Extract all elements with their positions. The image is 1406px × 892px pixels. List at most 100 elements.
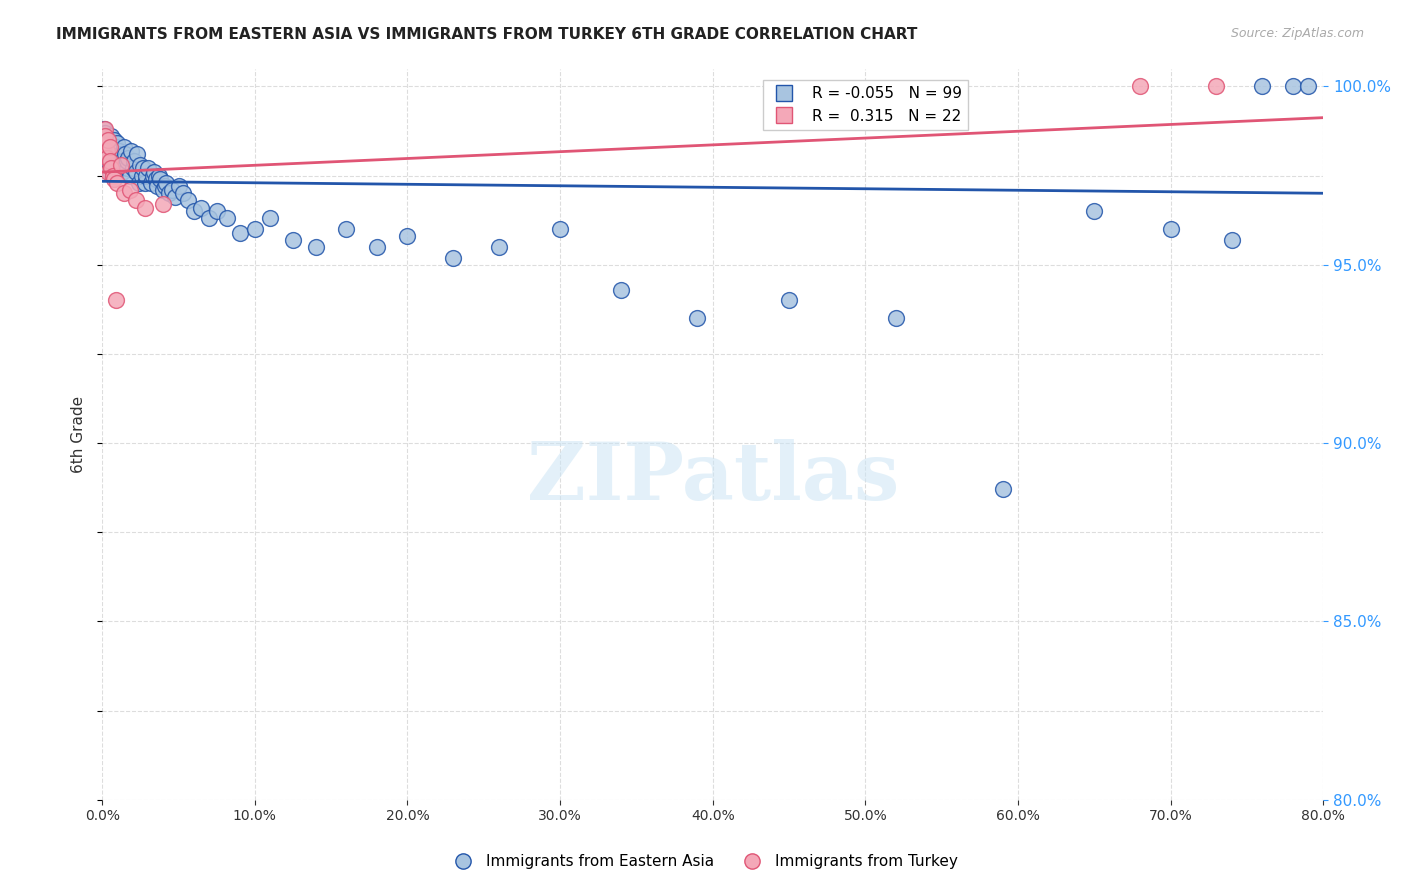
Immigrants from Eastern Asia xyxy=(101,165,124,179)
Immigrants from Eastern Asia xyxy=(93,122,115,136)
Immigrants from Eastern Asia xyxy=(259,211,281,226)
Immigrants from Eastern Asia xyxy=(145,172,167,186)
Immigrants from Turkey xyxy=(134,201,156,215)
Immigrants from Eastern Asia xyxy=(97,154,120,169)
Immigrants from Eastern Asia xyxy=(143,165,166,179)
Immigrants from Eastern Asia xyxy=(127,147,149,161)
Immigrants from Eastern Asia xyxy=(118,169,141,183)
Immigrants from Eastern Asia xyxy=(98,144,121,158)
Immigrants from Eastern Asia xyxy=(1083,204,1105,219)
Immigrants from Turkey xyxy=(107,176,129,190)
Immigrants from Eastern Asia xyxy=(100,158,122,172)
Immigrants from Eastern Asia xyxy=(101,154,124,169)
Immigrants from Turkey xyxy=(98,154,121,169)
Immigrants from Eastern Asia xyxy=(96,133,118,147)
Legend: Immigrants from Eastern Asia, Immigrants from Turkey: Immigrants from Eastern Asia, Immigrants… xyxy=(441,848,965,875)
Immigrants from Turkey xyxy=(96,144,118,158)
Immigrants from Eastern Asia xyxy=(93,136,115,151)
Immigrants from Eastern Asia xyxy=(94,126,117,140)
Immigrants from Eastern Asia xyxy=(243,222,266,236)
Immigrants from Eastern Asia xyxy=(97,136,120,151)
Immigrants from Eastern Asia xyxy=(167,179,190,194)
Immigrants from Eastern Asia xyxy=(165,190,187,204)
Immigrants from Turkey xyxy=(1129,79,1152,94)
Immigrants from Eastern Asia xyxy=(157,186,180,201)
Immigrants from Eastern Asia xyxy=(111,165,134,179)
Immigrants from Eastern Asia xyxy=(146,179,169,194)
Immigrants from Eastern Asia xyxy=(107,144,129,158)
Immigrants from Eastern Asia xyxy=(778,293,800,308)
Text: ZIPatlas: ZIPatlas xyxy=(527,439,898,517)
Y-axis label: 6th Grade: 6th Grade xyxy=(72,395,86,473)
Immigrants from Eastern Asia xyxy=(110,154,132,169)
Immigrants from Eastern Asia xyxy=(115,154,138,169)
Immigrants from Eastern Asia xyxy=(139,176,162,190)
Immigrants from Eastern Asia xyxy=(610,283,633,297)
Immigrants from Eastern Asia xyxy=(142,169,165,183)
Immigrants from Eastern Asia xyxy=(129,158,152,172)
Immigrants from Eastern Asia xyxy=(98,151,121,165)
Immigrants from Eastern Asia xyxy=(98,165,121,179)
Immigrants from Eastern Asia xyxy=(97,133,120,147)
Immigrants from Eastern Asia xyxy=(228,226,250,240)
Immigrants from Eastern Asia xyxy=(96,147,118,161)
Immigrants from Eastern Asia xyxy=(172,186,194,201)
Immigrants from Eastern Asia xyxy=(125,165,148,179)
Immigrants from Eastern Asia xyxy=(111,154,134,169)
Immigrants from Turkey xyxy=(100,161,122,176)
Immigrants from Eastern Asia xyxy=(198,211,221,226)
Immigrants from Eastern Asia xyxy=(132,161,155,176)
Immigrants from Eastern Asia xyxy=(100,129,122,144)
Immigrants from Eastern Asia xyxy=(176,194,198,208)
Immigrants from Eastern Asia xyxy=(488,240,510,254)
Immigrants from Eastern Asia xyxy=(121,161,143,176)
Immigrants from Eastern Asia xyxy=(162,183,184,197)
Immigrants from Eastern Asia xyxy=(101,144,124,158)
Immigrants from Eastern Asia xyxy=(1160,222,1182,236)
Immigrants from Eastern Asia xyxy=(441,251,464,265)
Immigrants from Turkey xyxy=(97,165,120,179)
Immigrants from Eastern Asia xyxy=(104,165,127,179)
Immigrants from Eastern Asia xyxy=(107,161,129,176)
Immigrants from Eastern Asia xyxy=(335,222,357,236)
Immigrants from Eastern Asia xyxy=(281,233,304,247)
Immigrants from Eastern Asia xyxy=(686,311,709,326)
Immigrants from Eastern Asia xyxy=(112,140,135,154)
Immigrants from Eastern Asia xyxy=(366,240,388,254)
Immigrants from Eastern Asia xyxy=(94,144,117,158)
Immigrants from Eastern Asia xyxy=(149,172,172,186)
Immigrants from Eastern Asia xyxy=(100,140,122,154)
Immigrants from Eastern Asia xyxy=(101,136,124,151)
Immigrants from Eastern Asia xyxy=(217,211,239,226)
Immigrants from Turkey xyxy=(125,194,148,208)
Immigrants from Turkey xyxy=(96,151,118,165)
Immigrants from Eastern Asia xyxy=(1296,79,1319,94)
Immigrants from Eastern Asia xyxy=(128,176,150,190)
Immigrants from Eastern Asia xyxy=(117,151,139,165)
Immigrants from Turkey xyxy=(97,133,120,147)
Legend: R = -0.055   N = 99, R =  0.315   N = 22: R = -0.055 N = 99, R = 0.315 N = 22 xyxy=(762,79,967,129)
Immigrants from Eastern Asia xyxy=(153,179,176,194)
Immigrants from Eastern Asia xyxy=(97,151,120,165)
Immigrants from Eastern Asia xyxy=(1220,233,1243,247)
Immigrants from Eastern Asia xyxy=(548,222,571,236)
Immigrants from Eastern Asia xyxy=(152,183,174,197)
Immigrants from Eastern Asia xyxy=(131,169,153,183)
Immigrants from Eastern Asia xyxy=(135,169,157,183)
Immigrants from Eastern Asia xyxy=(305,240,328,254)
Immigrants from Eastern Asia xyxy=(98,136,121,151)
Text: IMMIGRANTS FROM EASTERN ASIA VS IMMIGRANTS FROM TURKEY 6TH GRADE CORRELATION CHA: IMMIGRANTS FROM EASTERN ASIA VS IMMIGRAN… xyxy=(56,27,918,42)
Immigrants from Eastern Asia xyxy=(190,201,212,215)
Immigrants from Turkey xyxy=(94,122,117,136)
Immigrants from Eastern Asia xyxy=(205,204,228,219)
Immigrants from Eastern Asia xyxy=(122,154,145,169)
Immigrants from Eastern Asia xyxy=(148,169,170,183)
Immigrants from Turkey xyxy=(152,197,174,211)
Immigrants from Turkey xyxy=(110,158,132,172)
Immigrants from Eastern Asia xyxy=(155,176,177,190)
Immigrants from Eastern Asia xyxy=(108,144,131,158)
Immigrants from Turkey xyxy=(93,136,115,151)
Immigrants from Eastern Asia xyxy=(103,133,125,147)
Immigrants from Eastern Asia xyxy=(884,311,907,326)
Immigrants from Eastern Asia xyxy=(108,158,131,172)
